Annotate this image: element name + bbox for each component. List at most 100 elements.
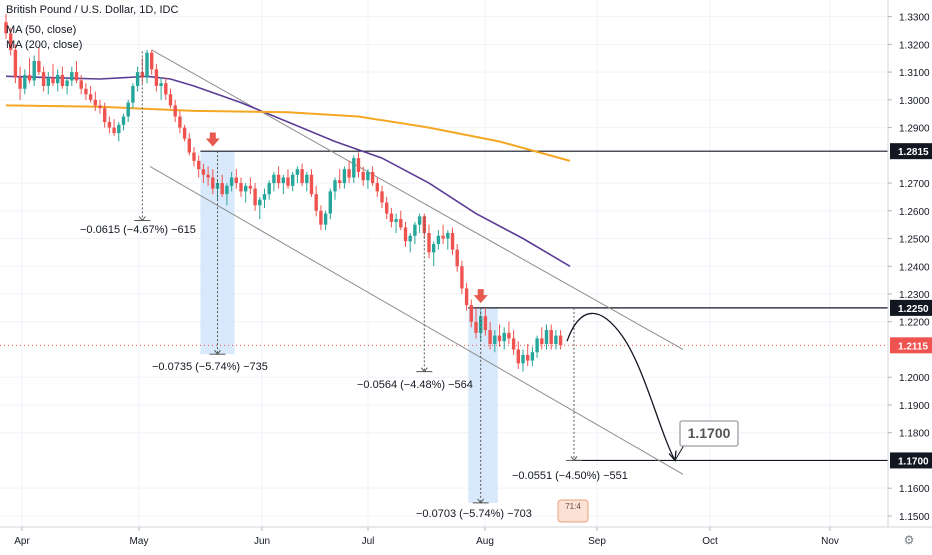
- y-tick-label: 1.3300: [899, 13, 930, 24]
- projection: 1.1700 71:4: [205, 132, 739, 523]
- event-icon: [557, 499, 589, 523]
- candle: [389, 208, 394, 228]
- candle: [56, 69, 60, 92]
- y-tick-label: 1.2200: [899, 318, 930, 329]
- candle-body: [493, 335, 497, 344]
- candle-body: [164, 83, 168, 95]
- candle: [272, 171, 276, 192]
- candle: [399, 210, 403, 231]
- candle-body: [234, 177, 238, 184]
- candle: [88, 85, 93, 103]
- candle-body: [79, 80, 83, 89]
- candle-body: [361, 171, 365, 181]
- candle-body: [417, 216, 422, 225]
- candle-body: [526, 355, 530, 361]
- candle-body: [37, 61, 41, 73]
- candles: [4, 13, 563, 372]
- y-tick-label: 1.3000: [899, 96, 930, 107]
- candle: [32, 55, 36, 86]
- candle: [262, 188, 267, 209]
- settings-gear-icon: ⚙: [904, 533, 915, 547]
- candle-body: [380, 191, 384, 203]
- candle: [291, 171, 295, 192]
- price-label-bg: [890, 337, 932, 354]
- candle: [295, 166, 300, 184]
- candle-body: [488, 330, 492, 344]
- candle-body: [497, 335, 502, 342]
- candle-body: [4, 22, 8, 34]
- y-tick-label: 1.3100: [899, 68, 930, 79]
- candle: [84, 83, 88, 100]
- candle: [220, 174, 224, 197]
- ma50-legend: MA (50, close): [6, 24, 77, 36]
- price-label: 1.2250: [898, 304, 929, 315]
- candle-body: [389, 213, 394, 222]
- candle: [211, 169, 215, 195]
- target-callout: [679, 420, 739, 447]
- candle-body: [9, 33, 13, 50]
- candle-body: [229, 177, 234, 186]
- ma200-line: [5, 104, 571, 162]
- candle: [107, 116, 112, 134]
- candle: [408, 232, 412, 253]
- candle-body: [305, 174, 309, 184]
- candle: [427, 224, 431, 258]
- candle: [197, 155, 201, 178]
- channel-upper-line: [151, 49, 684, 350]
- measure-label: −0.0615 (−4.67%) −615: [80, 224, 196, 236]
- candle: [41, 66, 46, 92]
- candle: [27, 58, 32, 84]
- candle: [9, 27, 13, 56]
- candle: [164, 77, 168, 100]
- candle-body: [150, 52, 154, 70]
- candle-body: [112, 127, 116, 134]
- candle-body: [544, 330, 549, 344]
- candle-body: [554, 335, 558, 344]
- candle-body: [352, 158, 356, 178]
- candle: [234, 169, 238, 189]
- candle: [385, 196, 389, 220]
- candle: [436, 230, 441, 250]
- candle-body: [328, 191, 332, 214]
- candle-body: [60, 74, 65, 86]
- candle: [370, 166, 375, 186]
- candle: [145, 49, 149, 84]
- candle-body: [117, 124, 121, 134]
- candle-body: [370, 171, 375, 184]
- candle: [18, 66, 22, 100]
- candle: [511, 330, 516, 356]
- candle: [253, 183, 257, 211]
- x-tick-label: May: [130, 536, 149, 547]
- candle-body: [450, 232, 455, 250]
- down-arrow-icon: [473, 289, 488, 304]
- candle-body: [511, 338, 516, 350]
- candle-body: [427, 232, 431, 253]
- candle: [267, 180, 271, 200]
- candle: [540, 327, 544, 350]
- candle: [300, 163, 304, 186]
- candle-body: [460, 266, 464, 289]
- candle: [13, 44, 18, 84]
- candle-body: [121, 116, 126, 125]
- y-tick-label: 1.2000: [899, 373, 930, 384]
- y-tick-label: 1.1600: [899, 484, 930, 495]
- channel-lower-line: [149, 165, 684, 475]
- candle: [131, 83, 135, 109]
- candle: [103, 102, 107, 128]
- candle: [74, 61, 79, 84]
- ma50-line: [5, 75, 571, 267]
- candle-body: [215, 183, 220, 189]
- y-tick-label: 1.1900: [899, 401, 930, 412]
- candle: [70, 66, 74, 86]
- candle-body: [126, 102, 130, 117]
- candle: [182, 124, 187, 142]
- candle: [558, 330, 563, 350]
- candle-body: [178, 116, 182, 128]
- candle: [135, 66, 140, 92]
- candle: [417, 213, 422, 233]
- candle-body: [366, 171, 370, 181]
- candle: [464, 282, 469, 311]
- candle-body: [145, 52, 149, 78]
